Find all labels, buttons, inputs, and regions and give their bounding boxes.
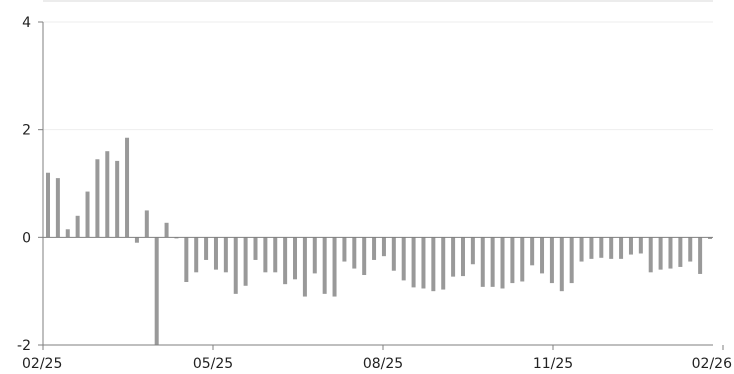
bar-55 <box>589 237 594 259</box>
x-tick-label: 11/25 <box>533 356 573 372</box>
bar-58 <box>619 237 624 259</box>
y-tick-label: 2 <box>22 123 31 139</box>
bar-29 <box>332 237 337 297</box>
bar-21 <box>253 237 258 260</box>
bar-series <box>46 137 712 345</box>
bar-23 <box>273 237 278 273</box>
bar-66 <box>698 237 703 274</box>
bar-49 <box>530 237 535 266</box>
bar-63 <box>668 237 673 269</box>
y-tick-label: 0 <box>22 230 31 246</box>
bar-14 <box>184 237 189 283</box>
x-tick-label: 02/25 <box>22 356 62 372</box>
bar-65 <box>688 237 693 262</box>
bar-52 <box>559 237 564 292</box>
x-axis-labels: 02/25 05/25 08/25 11/25 02/26 <box>22 356 732 372</box>
bar-27 <box>312 237 317 274</box>
bar-64 <box>678 237 683 267</box>
bar-47 <box>510 237 515 284</box>
bar-35 <box>391 237 396 271</box>
y-axis-labels: -2 0 2 4 <box>17 15 31 354</box>
bar-51 <box>549 237 554 284</box>
bar-33 <box>372 237 377 260</box>
bar-30 <box>342 237 347 262</box>
bar-67 <box>708 237 712 239</box>
bar-25 <box>293 237 298 280</box>
bar-36 <box>401 237 406 281</box>
bar-6 <box>105 151 110 238</box>
bar-56 <box>599 237 604 258</box>
bar-41 <box>451 237 456 277</box>
bar-60 <box>638 237 643 254</box>
bar-34 <box>381 237 386 257</box>
bar-5 <box>95 159 100 238</box>
y-tick-label: 4 <box>22 15 31 31</box>
bar-11 <box>154 237 159 345</box>
bar-1 <box>55 178 60 238</box>
bar-0 <box>46 172 50 238</box>
bar-17 <box>213 237 218 270</box>
bar-4 <box>85 191 90 238</box>
bar-28 <box>322 237 327 294</box>
bar-38 <box>421 237 426 289</box>
bar-3 <box>75 215 80 238</box>
bar-12 <box>164 222 169 238</box>
bar-16 <box>204 237 209 260</box>
bar-46 <box>500 237 505 289</box>
x-tick-label: 08/25 <box>363 356 403 372</box>
bar-45 <box>490 237 495 287</box>
bar-24 <box>283 237 288 285</box>
bar-57 <box>609 237 614 259</box>
x-tick-label: 05/25 <box>193 356 233 372</box>
bar-31 <box>352 237 357 269</box>
bar-20 <box>243 237 248 286</box>
bar-26 <box>302 237 307 297</box>
bar-48 <box>520 237 525 282</box>
bar-62 <box>658 237 663 270</box>
bar-37 <box>411 237 416 288</box>
bar-61 <box>648 237 653 273</box>
bar-50 <box>540 237 545 274</box>
bar-19 <box>233 237 238 294</box>
bar-10 <box>144 210 149 238</box>
bar-15 <box>194 237 199 273</box>
bar-9 <box>134 237 139 243</box>
bar-42 <box>460 237 465 277</box>
bar-39 <box>431 237 436 292</box>
bar-44 <box>480 237 485 287</box>
bar-40 <box>441 237 446 290</box>
bar-59 <box>628 237 633 255</box>
bar-32 <box>362 237 367 276</box>
bar-53 <box>569 237 574 284</box>
bar-54 <box>579 237 584 262</box>
bar-8 <box>125 137 130 238</box>
gridlines <box>43 21 713 131</box>
bar-18 <box>223 237 228 273</box>
bar-7 <box>115 160 120 238</box>
bar-22 <box>263 237 268 273</box>
bar-43 <box>470 237 475 265</box>
bar-2 <box>65 229 70 238</box>
axes <box>38 21 724 350</box>
bar-13 <box>174 237 179 239</box>
x-tick-label: 02/26 <box>692 356 732 372</box>
y-tick-label: -2 <box>17 338 31 354</box>
